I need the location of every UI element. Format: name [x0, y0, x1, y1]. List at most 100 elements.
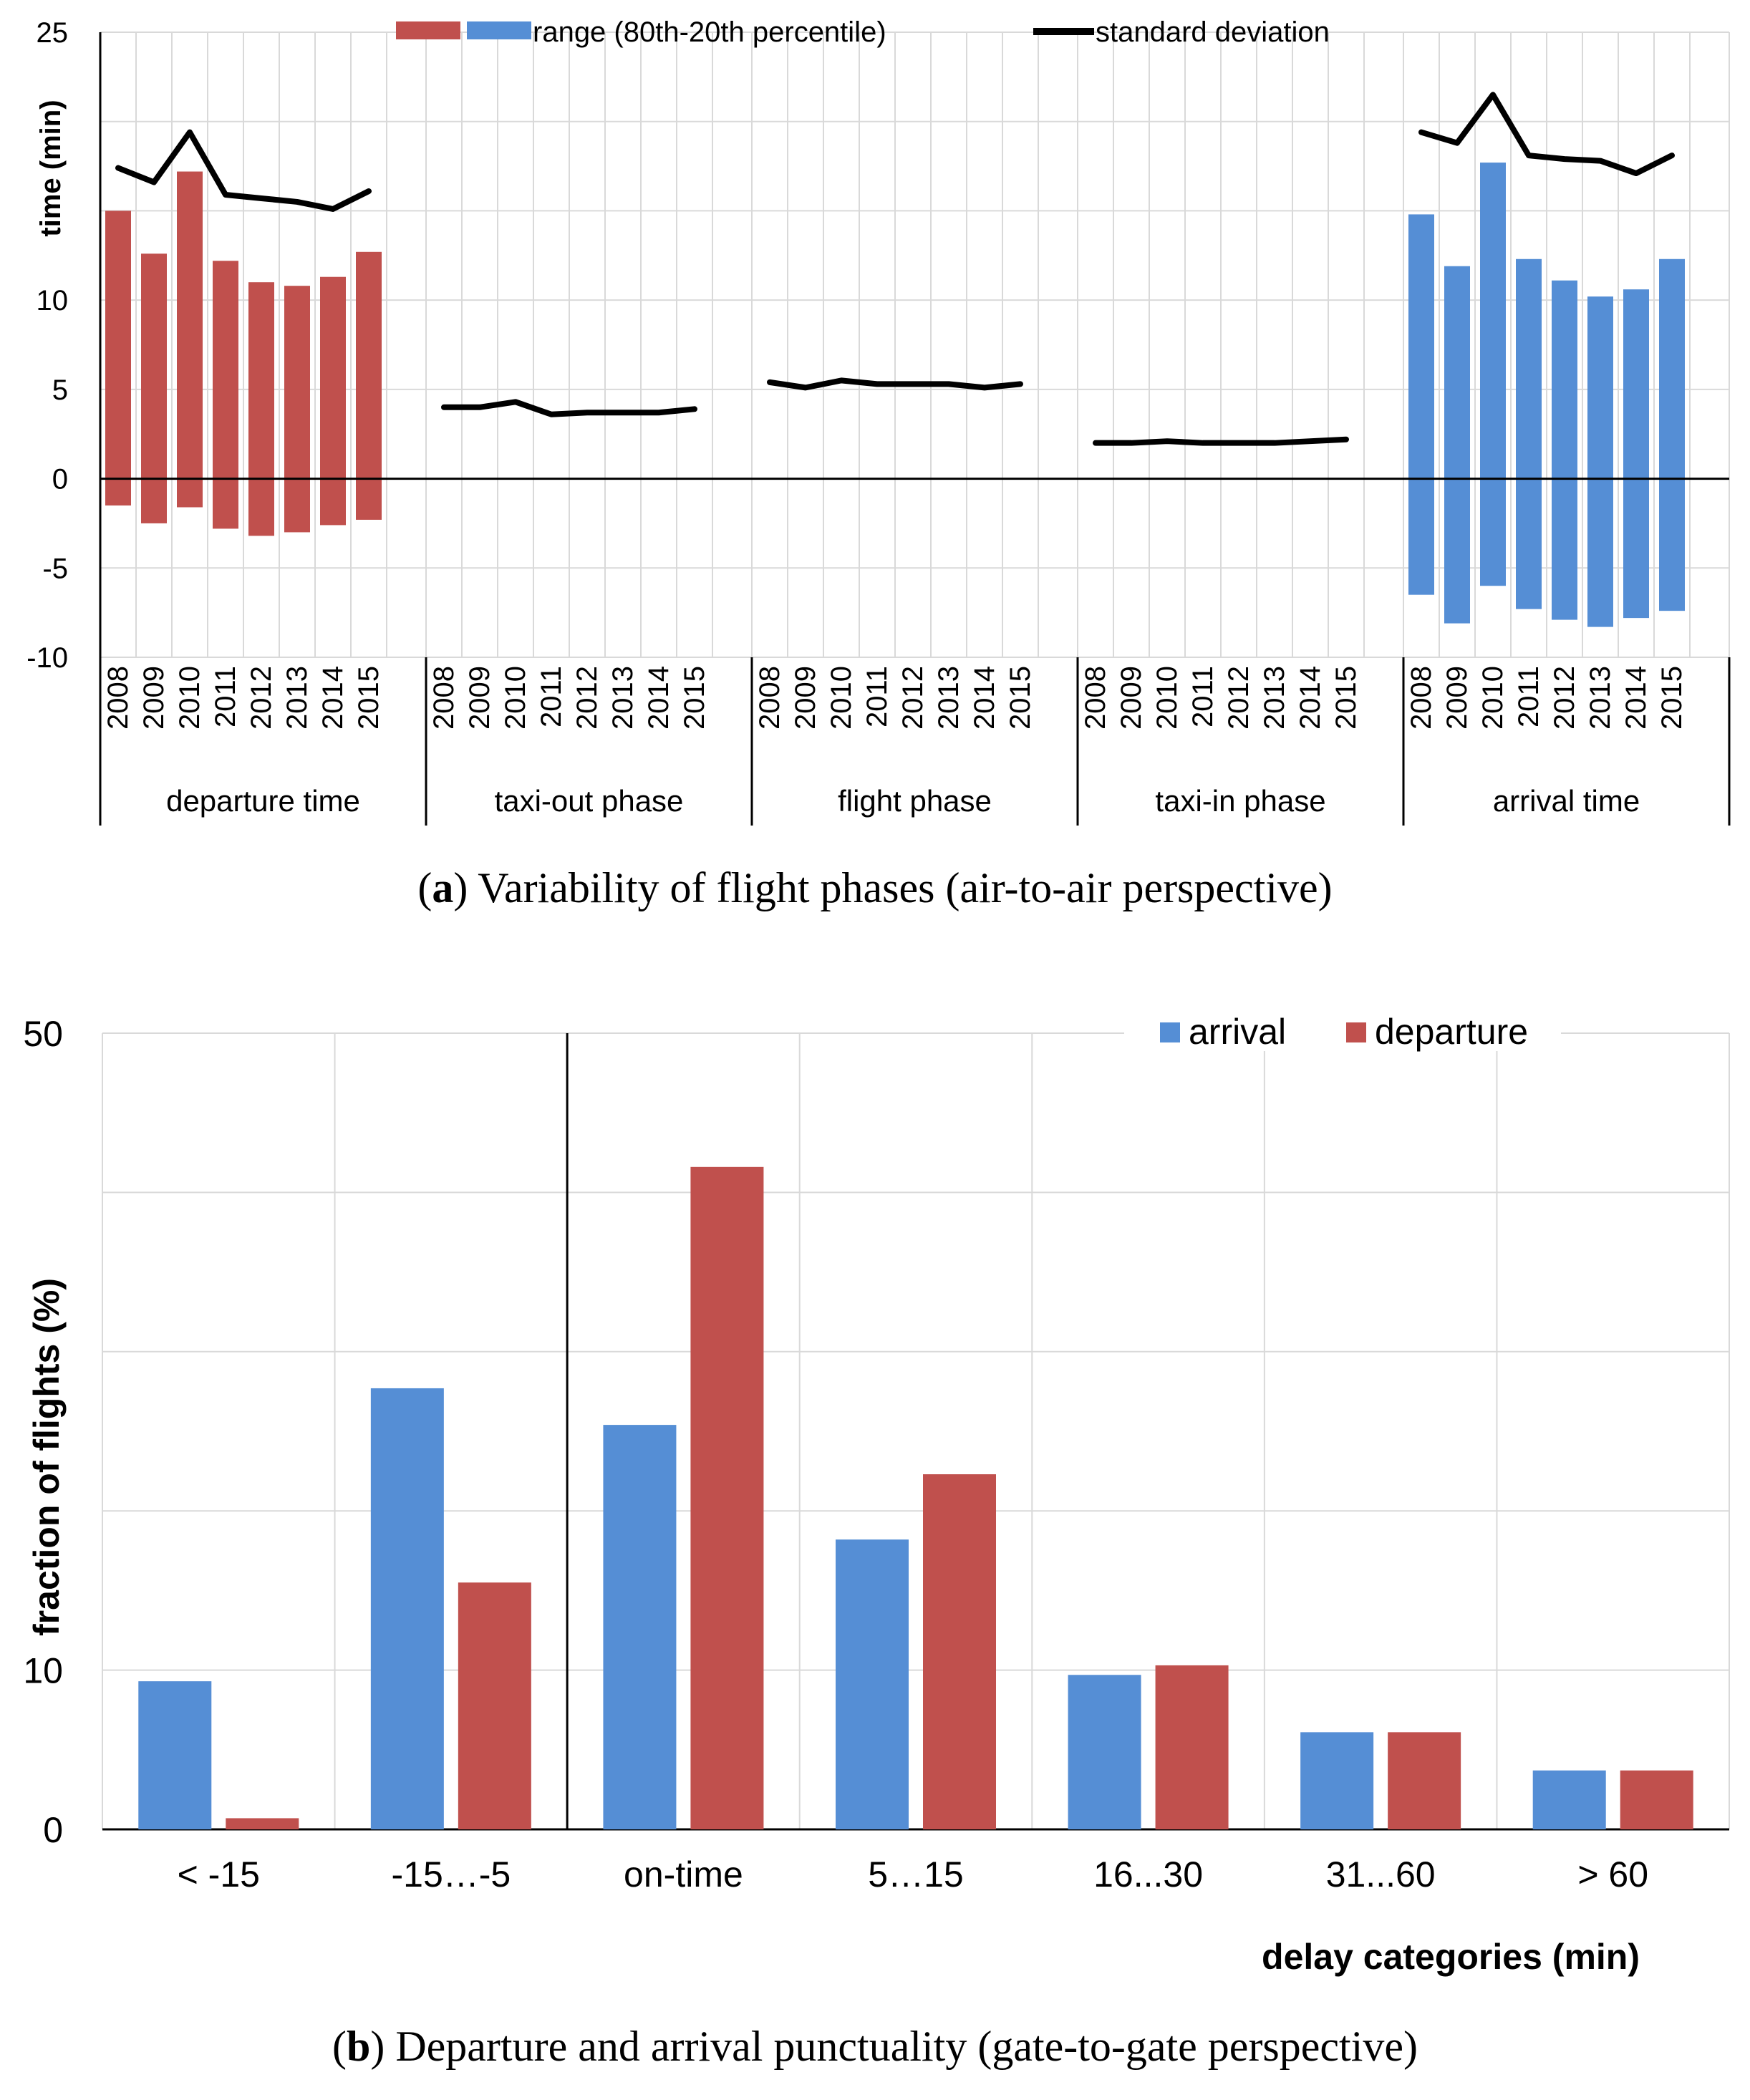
chart-a-year-label: 2009 [1441, 666, 1473, 730]
chart-a-year-label: 2011 [210, 666, 241, 727]
chart-a-year-label: 2013 [1585, 666, 1616, 730]
chart-a-year-label: 2014 [969, 666, 1000, 730]
chart-a-year-label: 2012 [1223, 666, 1255, 730]
bar-arrival-2 [370, 1388, 444, 1829]
bar-arrival-5 [1068, 1675, 1141, 1829]
bar-arrival-1 [138, 1681, 212, 1829]
bar-arrival-2011 [1516, 258, 1542, 609]
legend-departure-label: departure [1375, 1012, 1528, 1052]
chart-b-ytick-50: 50 [23, 1014, 63, 1054]
chart-b-ytick-0: 0 [43, 1810, 63, 1850]
chart-b-xtick-4: 5…15 [868, 1854, 963, 1895]
chart-a-year-label: 2012 [246, 666, 277, 730]
bar-departure-2009 [141, 253, 167, 523]
chart-a-y-axis-label: time (min) [35, 100, 67, 236]
legend-departure-swatch [1346, 1022, 1366, 1042]
chart-b-x-ticks: < -15 -15…-5 on-time 5…15 16...30 31...60 > 60 [178, 1854, 1648, 1895]
chart-a-year-label: 2013 [1259, 666, 1290, 730]
chart-a-year-label: 2015 [353, 666, 385, 730]
caption-a-text: Variability of flight phases (air-to-air… [478, 864, 1332, 911]
std-line-flight-phase [767, 377, 1023, 391]
legend-arrival-swatch [1160, 1022, 1180, 1042]
chart-a-ytick-0: 0 [52, 464, 68, 495]
chart-a-legend: range (80th-20th percentile) standard de… [396, 16, 1330, 48]
std-line-taxi-in-phase [1093, 436, 1349, 446]
chart-a-group-label-flight-phase: flight phase [838, 784, 992, 818]
chart-a-year-label: 2014 [317, 666, 349, 730]
chart-b-x-axis-label: delay categories (min) [1262, 1937, 1640, 1977]
bar-arrival-4 [836, 1539, 909, 1829]
chart-a-year-label: 2015 [1330, 666, 1362, 730]
bar-departure-3 [690, 1166, 764, 1829]
bar-arrival-2010 [1480, 163, 1506, 586]
bar-departure-4 [923, 1474, 996, 1829]
std-line-taxi-out-phase [441, 399, 697, 417]
chart-a-gridlines [99, 32, 1730, 658]
chart-a-y-ticks: -10 -5 0 5 10 25 [26, 17, 68, 674]
chart-a-year-label: 2011 [1513, 666, 1544, 727]
chart-a-year-label: 2008 [754, 666, 785, 730]
bar-arrival-2015 [1659, 258, 1685, 611]
chart-a-year-label: 2011 [536, 666, 567, 727]
chart-a-year-label: 2010 [826, 666, 857, 730]
bar-departure-2008 [105, 211, 131, 505]
chart-b-xtick-7: > 60 [1577, 1854, 1648, 1895]
chart-a-year-label: 2011 [1187, 666, 1219, 727]
bar-departure-7 [1620, 1770, 1693, 1829]
chart-a-range-bars [105, 163, 1685, 627]
legend-range-label: range (80th-20th percentile) [533, 16, 886, 48]
chart-a-std-lines [115, 92, 1675, 446]
chart-b-legend: arrival departure [1124, 1012, 1561, 1052]
bar-arrival-7 [1532, 1770, 1606, 1829]
bar-arrival-2013 [1587, 296, 1613, 627]
chart-a-year-label: 2008 [102, 666, 134, 730]
bar-departure-5 [1155, 1665, 1229, 1829]
chart-a-year-label: 2010 [500, 666, 531, 730]
chart-a-year-label: 2014 [643, 666, 675, 730]
chart-b-xtick-6: 31...60 [1326, 1854, 1436, 1895]
chart-b-ytick-10: 10 [23, 1651, 63, 1691]
chart-a-year-label: 2009 [464, 666, 495, 730]
caption-a: (a) Variability of flight phases (air-to… [417, 864, 1332, 911]
chart-b-gridlines [102, 1032, 1730, 1831]
chart-a-year-label: 2010 [1477, 666, 1509, 730]
legend-range-swatch-departure [396, 21, 460, 39]
chart-a-x-axis: 2008 2009 2010 2011 2012 2013 2014 2015departur… [99, 657, 1731, 826]
chart-a-year-label: 2008 [428, 666, 460, 730]
chart-a-year-label: 2009 [790, 666, 821, 730]
chart-a-group-label-taxi-in-phase: taxi-in phase [1155, 784, 1325, 818]
chart-a-year-label: 2015 [1005, 666, 1036, 730]
bar-departure-2010 [177, 171, 203, 508]
bar-departure-2015 [356, 251, 382, 520]
std-line-departure-time [115, 129, 372, 212]
chart-a-year-label: 2014 [1620, 666, 1652, 730]
chart-a-year-label: 2009 [138, 666, 170, 730]
chart-a-year-label: 2015 [679, 666, 710, 730]
chart-b-y-axis-label: fraction of flights (%) [26, 1278, 67, 1636]
chart-b-legend-background [1124, 1015, 1561, 1051]
chart-a-year-label: 2015 [1656, 666, 1688, 730]
bar-arrival-2009 [1444, 266, 1470, 624]
chart-b-bars [138, 1166, 1693, 1829]
bar-departure-1 [226, 1818, 299, 1829]
chart-a-year-label: 2011 [861, 666, 893, 727]
chart-a-group-label-departure-time: departure time [166, 784, 360, 818]
chart-b-xtick-3: on-time [624, 1854, 743, 1895]
caption-b-text: Departure and arrival punctuality (gate-… [395, 2023, 1418, 2070]
chart-a-year-label: 2012 [897, 666, 929, 730]
chart-a-ytick-5: -5 [42, 553, 68, 584]
chart-b-xtick-1: < -15 [178, 1854, 260, 1895]
chart-a-year-label: 2008 [1406, 666, 1437, 730]
chart-a-year-label: 2010 [174, 666, 206, 730]
chart-a-group-label-taxi-out-phase: taxi-out phase [495, 784, 684, 818]
caption-a-letter: a [432, 864, 453, 911]
std-line-arrival-time [1418, 92, 1675, 177]
legend-std-label: standard deviation [1096, 16, 1330, 48]
bar-arrival-6 [1300, 1732, 1374, 1829]
chart-a-year-label: 2009 [1116, 666, 1147, 730]
caption-b: (b) Departure and arrival punctuality (g… [332, 2023, 1418, 2070]
chart-a-year-label: 2013 [607, 666, 639, 730]
bar-arrival-2014 [1623, 289, 1649, 619]
